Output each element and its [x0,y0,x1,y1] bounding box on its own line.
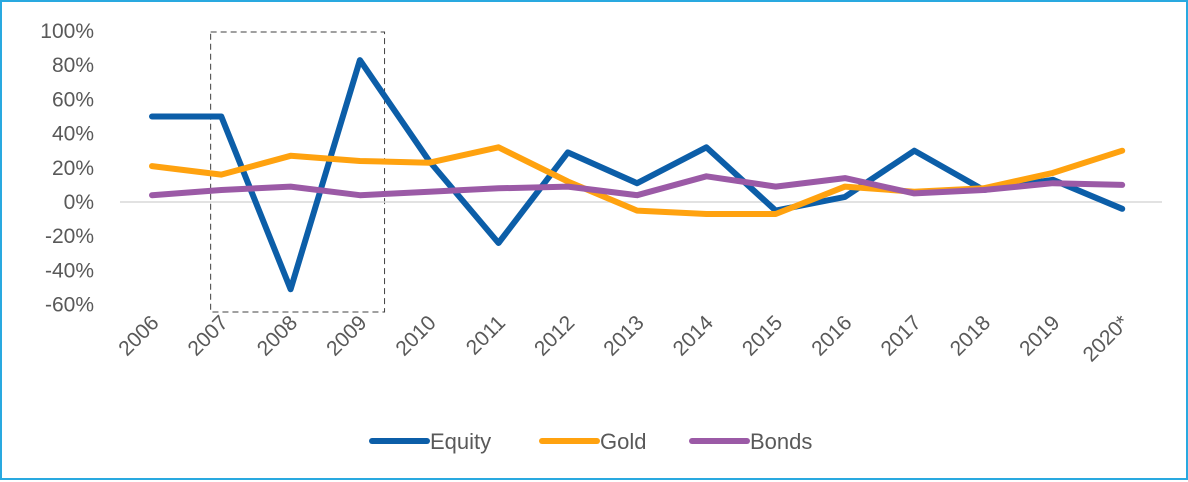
y-tick-label: 0% [64,191,94,214]
y-tick-label: 60% [52,88,94,111]
series-line-equity [149,57,1126,293]
x-tick-label: 2016 [807,311,856,360]
x-tick-label: 2020* [1079,311,1134,366]
y-tick-label: 80% [52,54,94,77]
series-line-bonds [149,173,1126,199]
x-tick-label: 2015 [738,311,787,360]
x-tick-label: 2009 [322,311,371,360]
x-tick-label: 2006 [114,311,163,360]
x-tick-label: 2010 [391,311,440,360]
x-tick-label: 2019 [1015,311,1064,360]
x-tick-label: 2018 [946,311,995,360]
legend-label-gold: Gold [600,429,646,454]
x-tick-label: 2007 [184,311,233,360]
x-tick-label: 2013 [599,311,648,360]
y-tick-label: 40% [52,123,94,146]
y-tick-label: 20% [52,157,94,180]
x-tick-label: 2017 [877,311,926,360]
y-tick-label: -20% [45,225,94,248]
legend-label-bonds: Bonds [750,429,812,454]
legend-label-equity: Equity [430,429,491,454]
x-tick-label: 2008 [253,311,302,360]
x-tick-label: 2014 [669,311,719,361]
y-tick-label: -40% [45,259,94,282]
y-tick-label: 100% [40,20,94,43]
highlight-box [210,31,386,313]
x-tick-label: 2012 [530,311,579,360]
x-tick-label: 2011 [462,311,510,359]
y-tick-label: -60% [45,294,94,317]
